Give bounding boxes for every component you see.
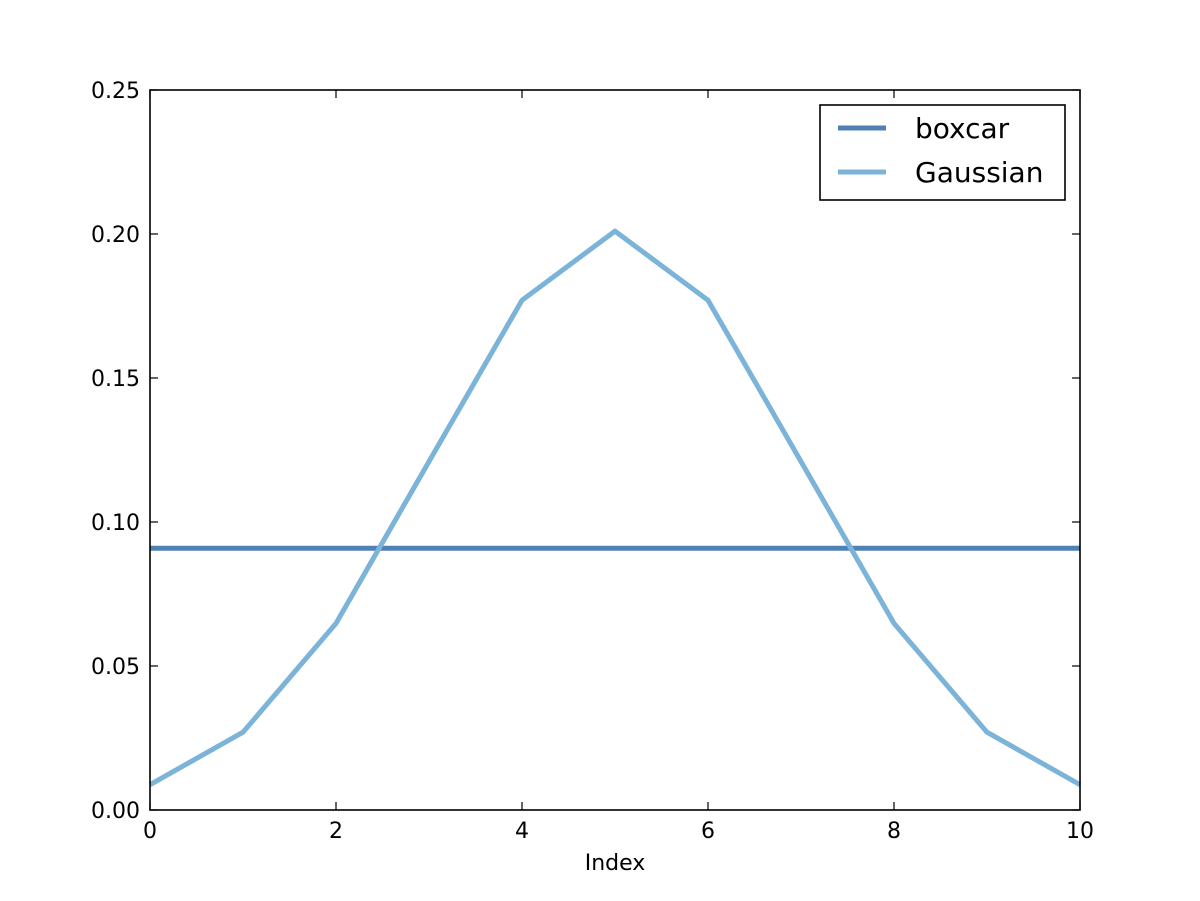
y-tick-label: 0.15	[91, 367, 140, 392]
y-axis-ticks: 0.00 0.05 0.10 0.15 0.20 0.25	[91, 79, 1080, 824]
y-tick-label: 0.05	[91, 655, 140, 680]
legend-label-boxcar: boxcar	[915, 112, 1010, 145]
legend-box	[819, 104, 1066, 201]
y-tick-label: 0.10	[91, 511, 140, 536]
x-axis-label: Index	[585, 851, 646, 876]
x-tick-label: 2	[329, 819, 343, 844]
x-tick-label: 4	[515, 819, 529, 844]
series-layer	[148, 228, 1082, 787]
x-tick-label: 6	[701, 819, 715, 844]
plot-area-frame	[149, 89, 1081, 811]
legend: boxcar Gaussian	[819, 104, 1066, 201]
y-tick-label: 0.00	[91, 799, 140, 824]
legend-entries: boxcar Gaussian	[838, 112, 1043, 189]
x-tick-label: 0	[143, 819, 157, 844]
x-tick-label: 8	[887, 819, 901, 844]
legend-label-gaussian: Gaussian	[915, 156, 1043, 189]
y-tick-label: 0.25	[91, 79, 140, 104]
y-tick-label: 0.20	[91, 223, 140, 248]
x-axis-ticks: 0 2 4 6 8 10	[143, 90, 1094, 844]
x-tick-label: 10	[1066, 819, 1094, 844]
series-line-gaussian	[148, 228, 1082, 787]
